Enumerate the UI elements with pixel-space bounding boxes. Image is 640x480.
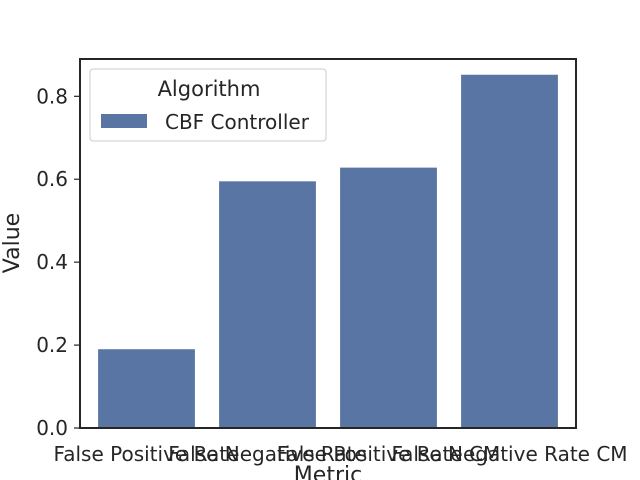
legend-frame (89, 68, 327, 142)
plot-frame (79, 58, 577, 429)
legend-swatch (101, 114, 147, 128)
bar-2 (340, 167, 437, 429)
x-tick-label: False Positive Rate CM (277, 442, 500, 466)
y-axis-ticks: 0.0 0.2 0.4 0.6 0.8 (36, 84, 80, 440)
x-tick-label: False Negative Rate (168, 442, 367, 466)
legend-title: Algorithm (158, 77, 261, 101)
y-axis-label: Value (0, 213, 25, 273)
x-tick-label: False Positive Rate (54, 442, 240, 466)
legend-label: CBF Controller (165, 110, 310, 134)
bars-group (98, 74, 558, 429)
bar-1 (219, 181, 316, 428)
y-tick-label: 0.8 (36, 84, 68, 108)
y-tick-label: 0.6 (36, 167, 68, 191)
x-tick-label: False Negative Rate CM (391, 442, 627, 466)
bar-0 (98, 349, 195, 428)
bar-3 (461, 74, 558, 428)
y-tick-label: 0.2 (36, 333, 68, 357)
y-tick-label: 0.4 (36, 250, 68, 274)
legend: Algorithm CBF Controller (89, 68, 327, 142)
x-axis-label: Metric (294, 463, 362, 480)
y-tick-label: 0.0 (36, 416, 68, 440)
